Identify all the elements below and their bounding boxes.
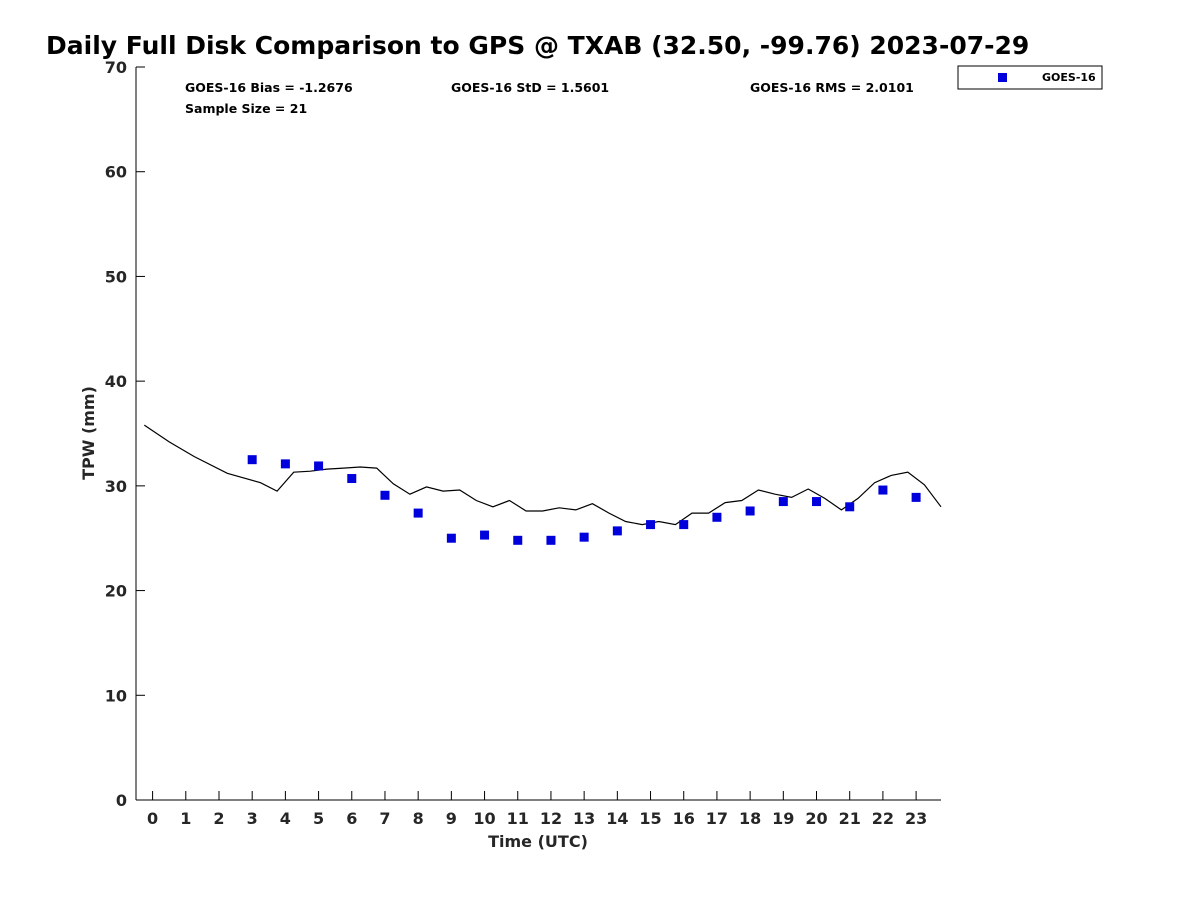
x-tick-label: 9 xyxy=(446,809,457,828)
y-axis-title: TPW (mm) xyxy=(79,386,98,480)
x-tick-label: 1 xyxy=(180,809,191,828)
goes16-point xyxy=(579,532,589,542)
y-tick-label: 30 xyxy=(105,477,127,496)
goes16-point xyxy=(679,520,689,530)
y-axis-ticks: 0 10 20 30 40 50 60 70 xyxy=(105,58,145,810)
goes16-point xyxy=(745,506,755,516)
goes16-point xyxy=(380,490,390,500)
chart-title: Daily Full Disk Comparison to GPS @ TXAB… xyxy=(46,31,1029,60)
y-tick-label: 20 xyxy=(105,582,127,601)
goes16-point xyxy=(314,461,324,471)
x-tick-label: 11 xyxy=(507,809,529,828)
y-tick-label: 70 xyxy=(105,58,127,77)
x-tick-label: 14 xyxy=(606,809,628,828)
x-tick-label: 10 xyxy=(473,809,495,828)
goes16-point xyxy=(513,535,523,545)
x-tick-label: 3 xyxy=(247,809,258,828)
sample-size-stat: Sample Size = 21 xyxy=(185,101,307,116)
goes16-point xyxy=(612,526,622,536)
x-tick-label: 4 xyxy=(280,809,291,828)
x-tick-label: 16 xyxy=(673,809,695,828)
goes16-point xyxy=(347,474,357,484)
x-tick-label: 8 xyxy=(413,809,424,828)
goes16-point xyxy=(546,535,556,545)
y-tick-label: 10 xyxy=(105,686,127,705)
goes16-point xyxy=(812,497,822,507)
y-tick-label: 60 xyxy=(105,163,127,182)
goes16-point xyxy=(280,459,290,469)
x-tick-label: 13 xyxy=(573,809,595,828)
x-tick-label: 22 xyxy=(872,809,894,828)
x-tick-label: 0 xyxy=(147,809,158,828)
x-tick-label: 6 xyxy=(346,809,357,828)
y-tick-label: 40 xyxy=(105,372,127,391)
x-tick-label: 23 xyxy=(905,809,927,828)
goes16-point xyxy=(413,508,423,518)
legend: GOES-16 xyxy=(957,65,1103,90)
x-tick-label: 2 xyxy=(213,809,224,828)
goes16-point xyxy=(646,520,656,530)
gps-tpw-line xyxy=(143,424,942,526)
rms-stat: GOES-16 RMS = 2.0101 xyxy=(750,80,914,95)
legend-marker-goes16 xyxy=(998,73,1007,82)
x-tick-label: 15 xyxy=(639,809,661,828)
x-tick-label: 7 xyxy=(379,809,390,828)
goes16-point xyxy=(446,533,456,543)
y-tick-label: 50 xyxy=(105,267,127,286)
x-tick-label: 17 xyxy=(706,809,728,828)
goes16-point xyxy=(778,497,788,507)
goes16-point xyxy=(480,530,490,540)
legend-box xyxy=(957,65,1103,90)
series-layer xyxy=(143,424,942,545)
x-axis-title: Time (UTC) xyxy=(488,832,588,851)
x-tick-label: 21 xyxy=(839,809,861,828)
goes16-point xyxy=(247,455,257,465)
x-tick-label: 20 xyxy=(805,809,827,828)
x-axis-ticks: 0 1 2 3 4 5 6 7 8 9 10 11 12 13 14 15 16 17 18 19 20 21 22 23 xyxy=(147,791,927,828)
x-tick-label: 18 xyxy=(739,809,761,828)
plot-axes xyxy=(135,67,941,801)
x-tick-label: 19 xyxy=(772,809,794,828)
goes16-point xyxy=(845,502,855,512)
goes16-point xyxy=(712,512,722,522)
x-tick-label: 5 xyxy=(313,809,324,828)
legend-label-goes16: GOES-16 xyxy=(1042,71,1096,84)
bias-stat: GOES-16 Bias = -1.2676 xyxy=(185,80,353,95)
goes16-point xyxy=(911,492,921,502)
std-stat: GOES-16 StD = 1.5601 xyxy=(451,80,609,95)
y-tick-label: 0 xyxy=(116,791,127,810)
x-tick-label: 12 xyxy=(540,809,562,828)
goes16-point xyxy=(878,485,888,495)
